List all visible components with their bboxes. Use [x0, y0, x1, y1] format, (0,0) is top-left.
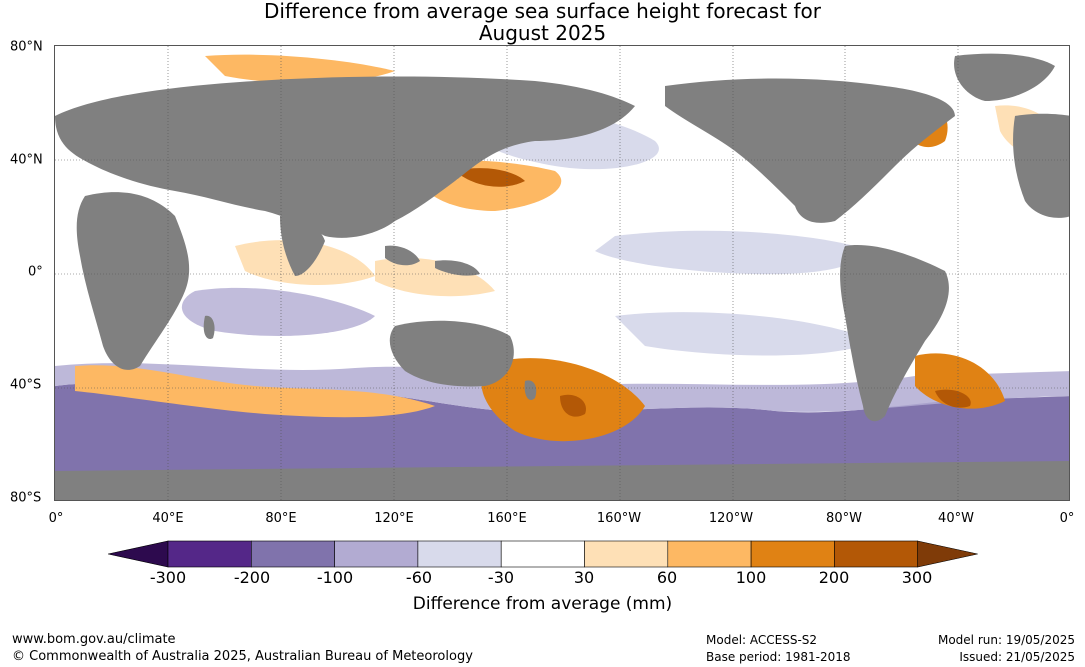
footer-dates: Model run: 19/05/2025 Issued: 21/05/2025 [938, 632, 1075, 666]
south-atlantic-dark-core [935, 389, 971, 408]
land-new-zealand [524, 380, 537, 401]
land-madagascar [203, 315, 215, 340]
lon-label-120w: 120°W [708, 511, 754, 526]
arctic-orange-anomaly [205, 54, 395, 83]
colorbar-segment [334, 540, 419, 568]
land-japan [449, 160, 461, 180]
colorbar-segment [500, 540, 585, 568]
map-canvas [55, 46, 1069, 500]
land-north-asia-europe [55, 76, 635, 238]
land-greenland [954, 53, 1055, 101]
land-new-guinea [435, 260, 480, 276]
indonesia-orange-anomaly [375, 257, 495, 297]
indian-ocean-purple-patch [181, 287, 375, 336]
colorbar-tick: -300 [149, 568, 187, 587]
land-south-america [840, 245, 949, 422]
colorbar-segment [251, 540, 335, 568]
lon-label-0-west: 0° [48, 511, 64, 526]
footer-base-period: Base period: 1981-2018 [706, 650, 851, 664]
colorbar [108, 540, 978, 568]
colorbar-segment [167, 540, 252, 568]
lat-label-0: 0° [28, 264, 43, 280]
tasman-dark-core [560, 394, 586, 417]
lon-label-40w: 40°W [938, 511, 974, 526]
colorbar-segment [834, 540, 919, 568]
footer-url: www.bom.gov.au/climate [12, 632, 176, 647]
footer-model-run: Model run: 19/05/2025 [937, 633, 1075, 647]
colorbar-tick: -200 [233, 568, 271, 587]
grid-lines [55, 46, 1069, 500]
lon-label-160w: 160°W [596, 511, 642, 526]
colorbar-tick: -30 [487, 568, 515, 587]
colorbar-segment [750, 540, 835, 568]
lon-label-120e: 120°E [374, 511, 414, 526]
colorbar-min-extension [108, 540, 169, 568]
colorbar-max-extension [917, 540, 978, 568]
southern-ocean-orange-anomaly [75, 365, 435, 418]
lat-label-80n: 80°N [10, 39, 43, 55]
colorbar-tick: 60 [656, 568, 678, 587]
land-masses [55, 53, 1069, 500]
land-australia [389, 320, 514, 387]
footer-model: Model: ACCESS-S2 [706, 633, 818, 647]
lon-label-80w: 80°W [826, 511, 862, 526]
title-line-2: August 2025 [478, 21, 607, 45]
colorbar-tick: -100 [316, 568, 354, 587]
land-north-america [665, 78, 955, 223]
lon-label-80e: 80°E [265, 511, 297, 526]
colorbar-tick: 100 [735, 568, 767, 587]
colorbar-segment [584, 540, 669, 568]
colorbar-title: Difference from average (mm) [412, 594, 673, 614]
land-india [280, 216, 325, 276]
footer-model-info: Model: ACCESS-S2 Base period: 1981-2018 [706, 632, 851, 666]
lat-label-40n: 40°N [10, 152, 43, 168]
lon-label-0-east: 0° [1059, 511, 1075, 526]
map-title: Difference from average sea surface heig… [0, 0, 1085, 44]
kuroshio-dark-core [455, 168, 525, 187]
lon-label-40e: 40°E [152, 511, 184, 526]
lon-label-160e: 160°E [487, 511, 527, 526]
colorbar-tick: 300 [901, 568, 933, 587]
sea-level-map [54, 45, 1070, 501]
tropical-pacific-anomaly [595, 230, 861, 275]
colorbar-tick: 30 [573, 568, 595, 587]
land-antarctica [55, 461, 1069, 500]
lat-label-80s: 80°S [10, 490, 42, 506]
colorbar-tick: 200 [818, 568, 850, 587]
land-europe-east-edge [1013, 113, 1069, 218]
colorbar-segment [667, 540, 752, 568]
colorbar-tick: -60 [405, 568, 433, 587]
lat-label-40s: 40°S [10, 377, 42, 393]
footer-left: www.bom.gov.au/climate © Commonwealth of… [12, 631, 473, 665]
colorbar-segment [417, 540, 502, 568]
south-pacific-purple-patch [615, 312, 875, 356]
title-line-1: Difference from average sea surface heig… [263, 0, 822, 23]
footer-copyright: © Commonwealth of Australia 2025, Austra… [12, 649, 473, 664]
land-africa [76, 192, 190, 370]
footer-issued: Issued: 21/05/2025 [959, 650, 1075, 664]
